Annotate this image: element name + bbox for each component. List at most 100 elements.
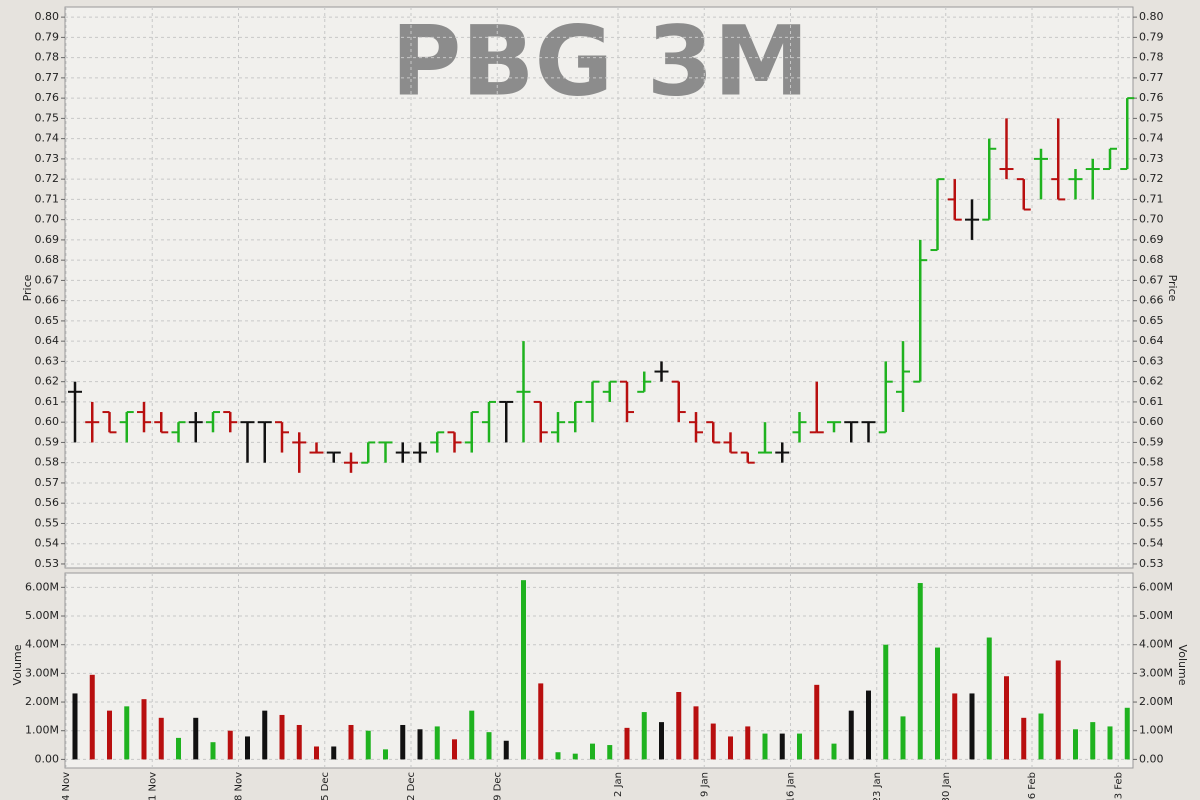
y-tick-label: 1.00M xyxy=(25,724,59,737)
x-tick-label: 23 Jan xyxy=(872,772,883,800)
y-tick-label: 0.64 xyxy=(1139,334,1164,347)
volume-bar xyxy=(555,752,561,760)
volume-bar xyxy=(503,740,509,760)
y-tick-label: 0.54 xyxy=(35,537,60,550)
volume-bar xyxy=(1107,726,1113,760)
y-tick-label: 0.71 xyxy=(1139,192,1164,205)
y-tick-label: 0.69 xyxy=(35,233,60,246)
y-tick-label: 0.60 xyxy=(1139,415,1164,428)
volume-bar xyxy=(986,637,992,760)
chart-title: PBG 3M xyxy=(391,5,809,117)
x-tick-label: 2 Jan xyxy=(613,772,624,797)
y-tick-label: 0.62 xyxy=(35,375,60,388)
y-tick-label: 0.73 xyxy=(1139,152,1164,165)
x-tick-label: 14 Nov xyxy=(61,772,72,800)
x-tick-label: 13 Feb xyxy=(1113,772,1124,800)
y-tick-label: 1.00M xyxy=(1139,724,1173,737)
y-tick-label: 0.77 xyxy=(35,71,60,84)
x-tick-label: 21 Nov xyxy=(147,772,158,800)
volume-bar xyxy=(935,647,940,760)
y-tick-label: 0.59 xyxy=(1139,435,1164,448)
y-tick-label: 0.60 xyxy=(35,415,60,428)
volume-bar xyxy=(1004,676,1009,760)
volume-bar xyxy=(848,710,854,760)
volume-bar xyxy=(693,706,699,760)
y-tick-label: 0.76 xyxy=(35,91,60,104)
x-tick-label: 19 Dec xyxy=(492,772,503,800)
y-tick-label: 0.76 xyxy=(1139,91,1164,104)
y-tick-label: 0.58 xyxy=(1139,456,1164,469)
y-tick-label: 3.00M xyxy=(1139,666,1173,679)
y-tick-label: 0.80 xyxy=(1139,10,1164,23)
price-panel xyxy=(64,6,1134,569)
y-tick-label: 0.63 xyxy=(35,354,60,367)
volume-bar xyxy=(279,714,285,760)
y-tick-label: 2.00M xyxy=(1139,695,1173,708)
y-tick-label: 0.55 xyxy=(1139,516,1164,529)
volume-bar xyxy=(400,724,406,760)
y-tick-label: 0.79 xyxy=(1139,30,1164,43)
y-tick-label: 0.57 xyxy=(35,476,60,489)
volume-bar xyxy=(296,724,302,760)
y-tick-label: 0.56 xyxy=(1139,496,1164,509)
y-tick-label: 0.71 xyxy=(35,192,60,205)
volume-bar xyxy=(728,736,733,760)
y-tick-label: 0.67 xyxy=(35,273,60,286)
volume-bar xyxy=(900,716,906,760)
volume-bar xyxy=(624,727,630,760)
y-tick-label: 0.61 xyxy=(35,395,60,408)
volume-bar xyxy=(331,746,337,760)
y-tick-label: 0.55 xyxy=(35,516,60,529)
x-tick-label: 30 Jan xyxy=(941,772,952,800)
volume-bar xyxy=(417,729,423,760)
volume-bar xyxy=(641,712,647,760)
y-tick-label: 0.62 xyxy=(1139,375,1164,388)
volume-bar xyxy=(538,683,544,760)
y-tick-label: 0.79 xyxy=(35,30,60,43)
volume-bar xyxy=(1090,722,1096,760)
y-tick-label: 5.00M xyxy=(1139,609,1173,622)
y-tick-label: 0.80 xyxy=(35,10,60,23)
volume-bar xyxy=(107,710,112,760)
volume-bar xyxy=(883,644,889,760)
volume-bar xyxy=(831,743,837,760)
y-tick-label: 0.74 xyxy=(1139,132,1164,145)
volume-bar xyxy=(314,746,319,760)
y-tick-label: 0.58 xyxy=(35,456,60,469)
volume-bar xyxy=(1021,717,1027,760)
y-tick-label: 0.69 xyxy=(1139,233,1164,246)
y-tick-label: 0.68 xyxy=(35,253,60,266)
y-tick-label: 0.66 xyxy=(35,294,60,307)
volume-bar xyxy=(452,739,457,760)
y-tick-label: 0.74 xyxy=(35,132,60,145)
volume-bar xyxy=(814,684,820,760)
y-tick-label: 0.78 xyxy=(1139,51,1164,64)
volume-bar xyxy=(917,583,923,760)
volume-bar xyxy=(124,706,130,760)
volume-bar xyxy=(866,690,871,760)
volume-bar xyxy=(434,726,440,760)
y-tick-label: 0.72 xyxy=(1139,172,1164,185)
volume-bar xyxy=(745,726,751,760)
y-tick-label: 0.75 xyxy=(35,111,60,124)
volume-bar xyxy=(158,717,164,760)
y-tick-label: 2.00M xyxy=(25,695,59,708)
y-tick-label: 0.64 xyxy=(35,334,60,347)
y-tick-label: 0.59 xyxy=(35,435,60,448)
volume-bar xyxy=(779,733,785,760)
y-tick-label: 0.53 xyxy=(35,557,60,570)
volume-bar xyxy=(469,710,475,760)
volume-bar xyxy=(1124,707,1130,760)
volume-bar xyxy=(365,730,371,760)
volume-bar xyxy=(72,693,78,760)
volume-bar xyxy=(590,743,595,760)
y-tick-label: 0.00 xyxy=(35,752,60,765)
y-tick-label: 6.00M xyxy=(25,580,59,593)
x-tick-label: 9 Jan xyxy=(699,772,710,797)
volume-bar xyxy=(710,723,716,760)
y-tick-label: 0.53 xyxy=(1139,557,1164,570)
y-tick-label: 0.68 xyxy=(1139,253,1164,266)
y-axis-label: Volume xyxy=(11,644,24,685)
y-tick-label: 4.00M xyxy=(1139,638,1173,651)
x-tick-label: 6 Feb xyxy=(1027,772,1038,799)
